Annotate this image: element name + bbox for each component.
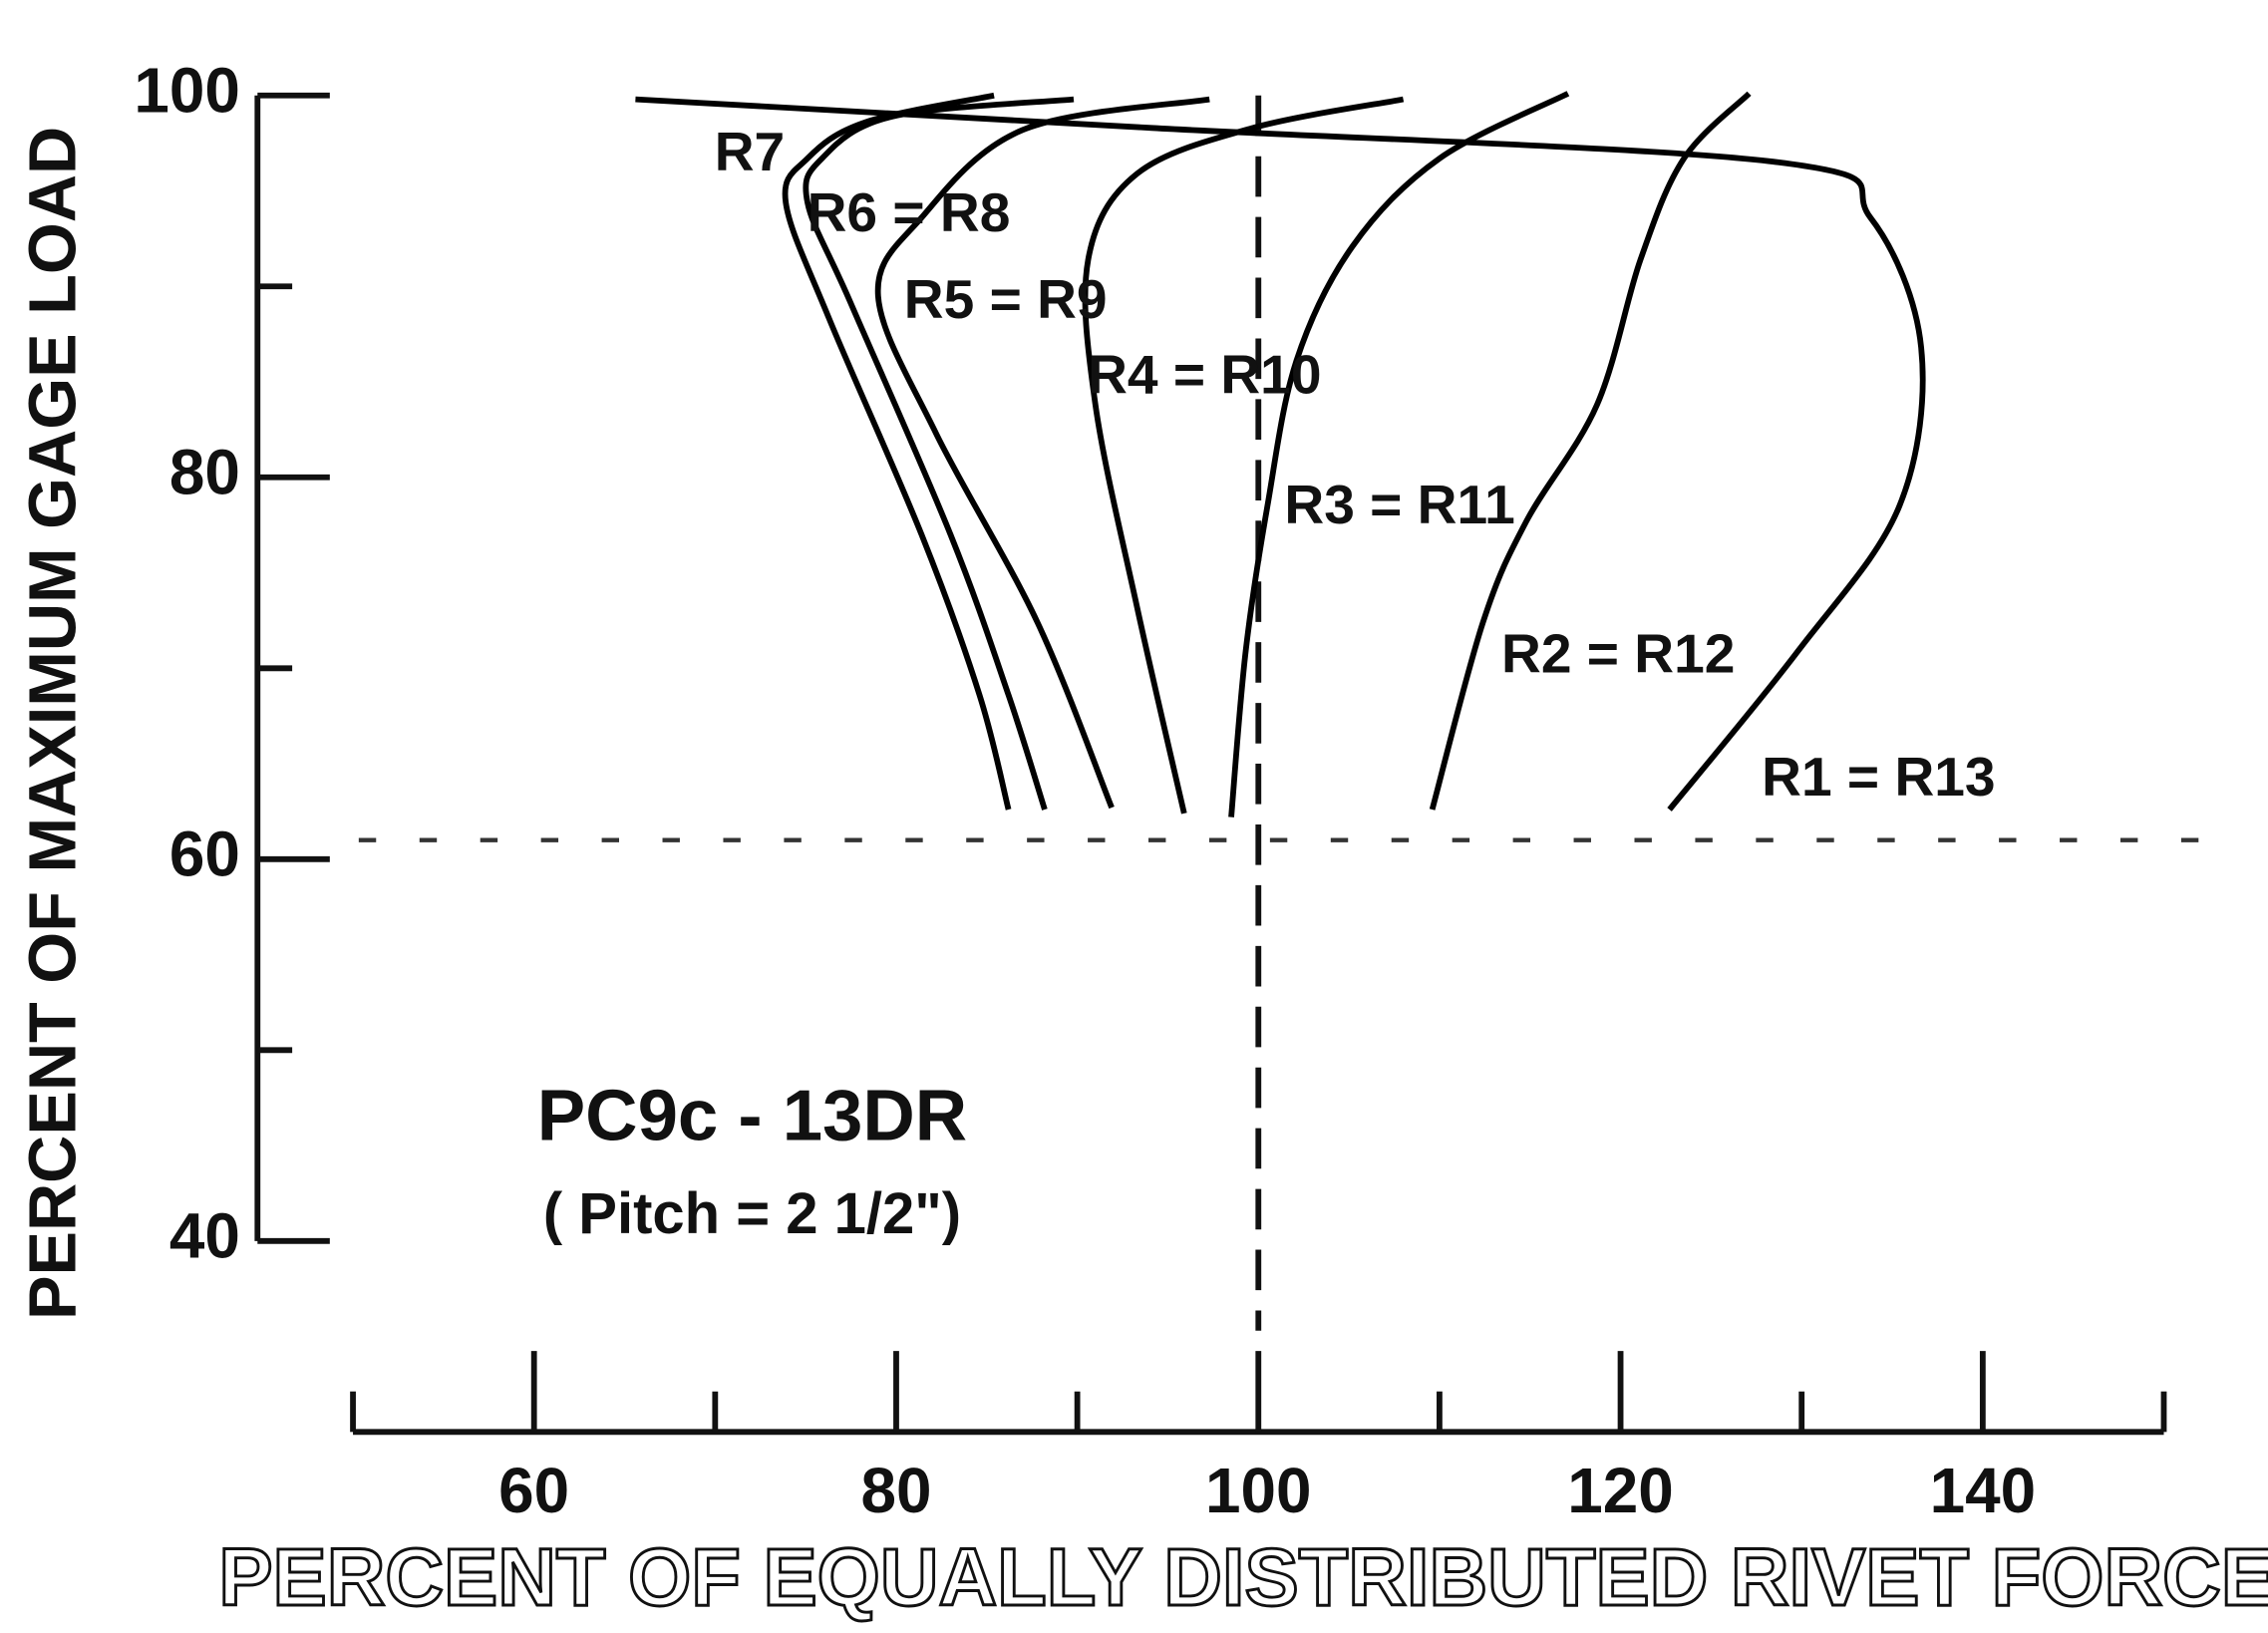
curve xyxy=(1429,91,1752,811)
curve-label: R1 = R13 xyxy=(1762,746,1995,808)
curve xyxy=(874,96,1210,810)
x-tick-label: 120 xyxy=(1567,1455,1674,1526)
x-tick-label: 140 xyxy=(1930,1455,2037,1526)
curve-label: R6 = R8 xyxy=(808,181,1011,243)
curve xyxy=(1228,91,1570,817)
curve-label: R7 xyxy=(715,121,785,182)
curve-label: R2 = R12 xyxy=(1501,623,1735,685)
y-tick-label: 40 xyxy=(169,1200,240,1272)
x-tick-label: 80 xyxy=(860,1455,931,1526)
x-axis-title: PERCENT OF EQUALLY DISTRIBUTED RIVET FOR… xyxy=(218,1532,2268,1623)
annotation: PC9c - 13DR xyxy=(537,1076,967,1156)
curve-label: R4 = R10 xyxy=(1088,344,1321,406)
y-tick-label: 80 xyxy=(169,437,240,508)
y-tick-label: 100 xyxy=(134,55,240,127)
annotation: ( Pitch = 2 1/2") xyxy=(543,1181,961,1246)
x-tick-label: 100 xyxy=(1205,1455,1312,1526)
x-tick-label: 60 xyxy=(498,1455,569,1526)
curve-label: R5 = R9 xyxy=(904,268,1108,330)
y-tick-label: 60 xyxy=(169,818,240,890)
y-axis-title: PERCENT OF MAXIMUM GAGE LOAD xyxy=(17,127,91,1320)
curve xyxy=(635,96,1926,812)
curve xyxy=(1082,96,1405,815)
curve-label: R3 = R11 xyxy=(1284,474,1514,535)
curve xyxy=(782,92,1012,811)
